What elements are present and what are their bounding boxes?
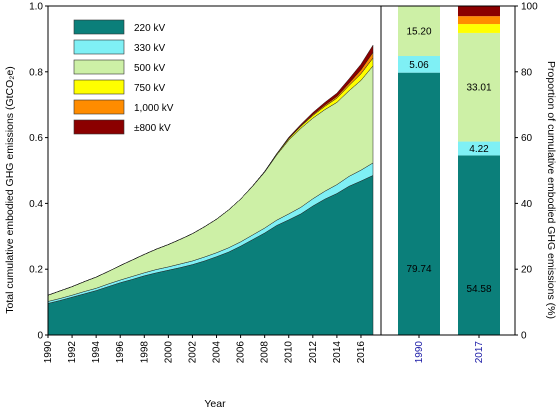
bar-segment-2017-3 <box>458 24 500 33</box>
x-tick-label: 2004 <box>212 341 223 364</box>
y-tick-label: 0 <box>37 331 43 342</box>
bar-segment-2017-0 <box>458 155 500 335</box>
x-tick-label: 2016 <box>356 341 367 364</box>
bar-value-label: 54.58 <box>466 284 491 295</box>
legend-label: 750 kV <box>134 83 165 94</box>
legend: 220 kV 330 kV 500 kV 750 kV 1,000 kV ±800 kV <box>73 19 174 135</box>
right-y-tick-label: 80 <box>521 67 533 78</box>
bar-gap <box>382 6 398 335</box>
x-tick-label: 1992 <box>67 341 78 364</box>
bar-value-label: 33.01 <box>466 83 491 94</box>
bar-segment-2017-2 <box>458 32 500 142</box>
x-tick-label: 2012 <box>308 341 319 364</box>
bar-segment-2017-5 <box>458 6 500 17</box>
x-tick-label: 1990 <box>43 341 54 364</box>
bar-value-label: 79.74 <box>406 264 431 275</box>
bar-segment-1990-1 <box>398 56 440 73</box>
legend-swatch <box>73 99 125 115</box>
right-plot-frame <box>380 5 516 336</box>
area-layers <box>47 44 374 336</box>
legend-swatch <box>73 39 125 55</box>
proportion-bars: 79.74 5.06 15.20 54.58 4.22 33.01 <box>382 6 514 336</box>
right-y-tick-label: 100 <box>521 2 538 13</box>
y-tick-label: 0.6 <box>29 133 43 144</box>
bar-category-label: 1990 <box>414 341 425 364</box>
bar-category-label: 2017 <box>474 341 485 364</box>
x-tick-label: 1998 <box>139 341 150 364</box>
x-tick-label: 2010 <box>284 341 295 364</box>
x-tick-label: 1996 <box>115 341 126 364</box>
bar-segment-2017-1 <box>458 141 500 156</box>
bar-value-label: 5.06 <box>409 60 429 71</box>
y-axis-title-right: Proportion of cumulative embodied GHG em… <box>545 61 557 319</box>
right-y-tick-label: 0 <box>521 331 527 342</box>
y-tick-label: 1.0 <box>29 2 43 13</box>
x-tick-label: 1994 <box>91 341 102 364</box>
y-tick-label: 0.2 <box>29 265 43 276</box>
area-series-5 <box>47 44 374 296</box>
legend-label: 1,000 kV <box>134 103 174 114</box>
bar-gap <box>440 6 458 335</box>
x-tick-label: 2006 <box>236 341 247 364</box>
bar-value-label: 4.22 <box>469 144 489 155</box>
legend-label: 330 kV <box>134 43 165 54</box>
legend-label: ±800 kV <box>134 123 171 134</box>
x-axis-title: Year <box>204 398 226 410</box>
bar-segment-1990-2 <box>398 6 440 57</box>
legend-swatch <box>73 119 125 135</box>
legend-swatch <box>73 59 125 75</box>
legend-label: 500 kV <box>134 63 165 74</box>
right-y-tick-label: 60 <box>521 133 533 144</box>
plot-frames <box>47 5 516 336</box>
right-y-tick-label: 40 <box>521 199 533 210</box>
bar-value-label: 15.20 <box>406 27 431 38</box>
bar-gap <box>500 6 514 335</box>
y-tick-label: 0.8 <box>29 67 43 78</box>
legend-label: 220 kV <box>134 23 165 34</box>
legend-swatch <box>73 19 125 35</box>
legend-swatch <box>73 79 125 95</box>
y-axis-title-left: Total cumulative embodied GHG emissions … <box>4 66 16 313</box>
x-tick-label: 2008 <box>260 341 271 364</box>
y-tick-label: 0.4 <box>29 199 43 210</box>
bar-segment-2017-4 <box>458 16 500 25</box>
bar-segment-1990-0 <box>398 72 440 336</box>
right-y-tick-label: 20 <box>521 265 533 276</box>
x-tick-label: 2000 <box>163 341 174 364</box>
x-tick-label: 2002 <box>187 341 198 364</box>
x-tick-label: 2014 <box>332 341 343 364</box>
axis-ticks: 1990 1992 1994 1996 1998 2000 2002 2004 2006 2008… <box>29 2 538 364</box>
